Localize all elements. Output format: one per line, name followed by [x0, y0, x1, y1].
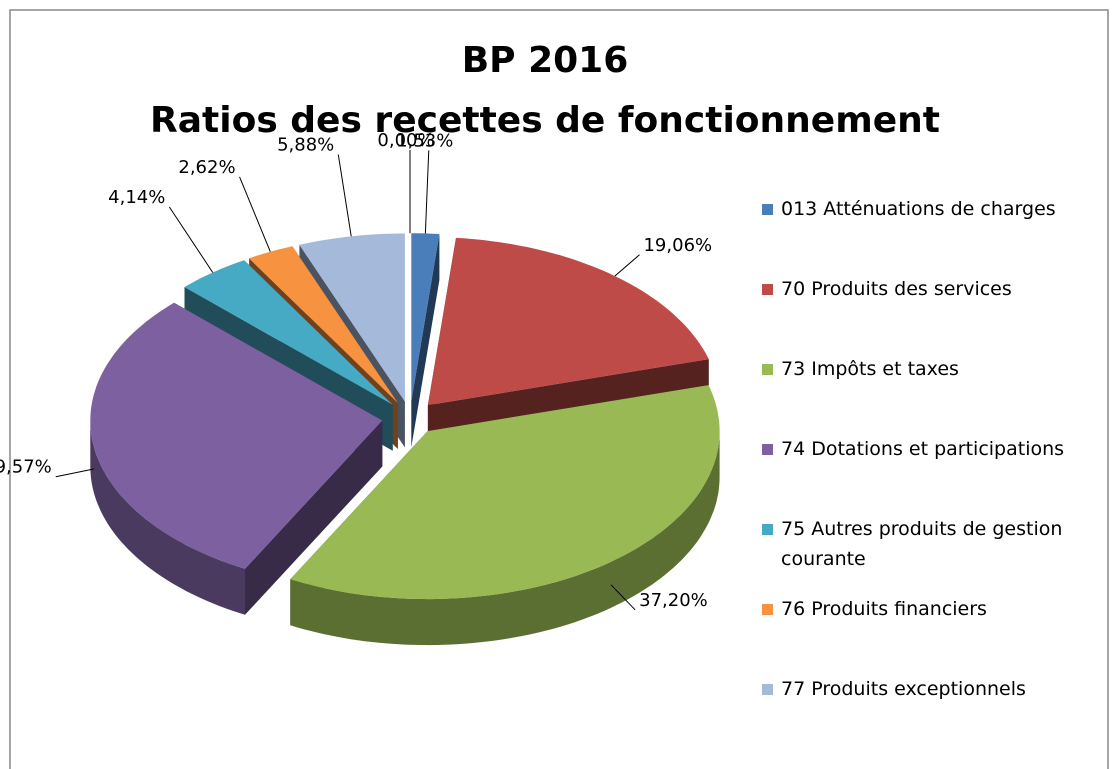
legend-swatch: [762, 604, 773, 615]
legend-label: 73 Impôts et taxes: [781, 358, 959, 380]
leader-line: [610, 584, 636, 611]
slice-tops: [90, 233, 720, 600]
slice: [299, 233, 405, 402]
chart-title: Ratios des recettes de fonctionnement: [150, 100, 940, 141]
legend-label: 77 Produits exceptionnels: [781, 678, 1026, 700]
legend-label: 74 Dotations et participations: [781, 438, 1065, 460]
leader-line: [337, 154, 352, 237]
slice: [184, 260, 393, 405]
slice-side: [245, 420, 383, 615]
legend-label: 76 Produits financiers: [781, 598, 987, 620]
legend-item: 74 Dotations et participations: [762, 434, 1102, 464]
data-label: 4,14%: [108, 187, 165, 208]
slice: [427, 237, 709, 406]
legend-item: 75 Autres produits de gestion courante: [762, 514, 1102, 574]
legend-swatch: [762, 204, 773, 215]
slice: [90, 302, 383, 569]
slice-wall: [90, 420, 245, 615]
data-label: 5,88%: [277, 135, 334, 156]
legend-swatch: [762, 364, 773, 375]
data-label: 1,53%: [396, 130, 453, 151]
leader-line: [239, 176, 271, 252]
slice: [290, 385, 720, 600]
legend-item: 77 Produits exceptionnels: [762, 674, 1102, 704]
leader-line: [55, 468, 94, 478]
legend-label: 70 Produits des services: [781, 278, 1012, 300]
data-label: 0,00%: [377, 130, 434, 151]
legend-label: 013 Atténuations de charges: [781, 198, 1056, 220]
slice: [411, 233, 440, 402]
leader-line: [424, 150, 430, 234]
legend-label: 75 Autres produits de gestion courante: [781, 518, 1063, 570]
slice-wall: [290, 431, 720, 646]
data-label: 29,57%: [0, 457, 52, 478]
legend-swatch: [762, 684, 773, 695]
leader-line: [168, 206, 214, 273]
data-label: 2,62%: [178, 157, 235, 178]
legend-item: 70 Produits des services: [762, 274, 1102, 304]
slice-side: [411, 234, 440, 448]
data-label: 19,06%: [643, 235, 712, 256]
leader-line: [614, 254, 640, 277]
data-label: 37,20%: [639, 590, 708, 611]
chart-title: BP 2016: [462, 40, 629, 81]
legend-swatch: [762, 524, 773, 535]
legend-item: 013 Atténuations de charges: [762, 194, 1102, 224]
slice: [249, 246, 398, 403]
legend-item: 76 Produits financiers: [762, 594, 1102, 624]
legend-swatch: [762, 444, 773, 455]
legend-item: 73 Impôts et taxes: [762, 354, 1102, 384]
legend-swatch: [762, 284, 773, 295]
